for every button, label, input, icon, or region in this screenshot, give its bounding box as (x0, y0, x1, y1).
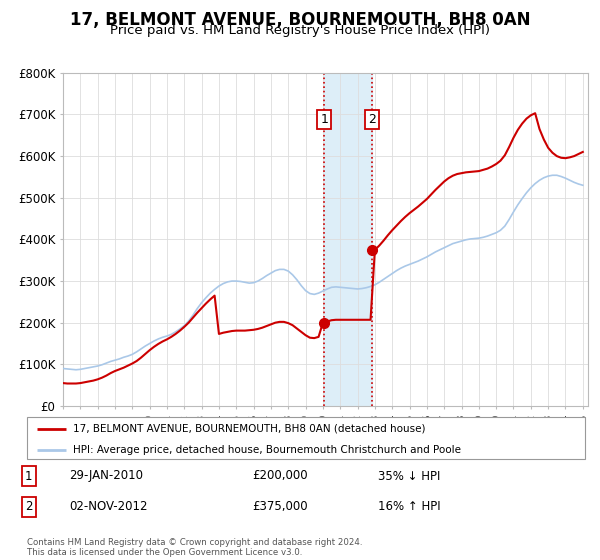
Text: £200,000: £200,000 (252, 469, 308, 483)
Bar (324, 73, 372, 406)
Text: 16% ↑ HPI: 16% ↑ HPI (378, 500, 440, 514)
Text: £375,000: £375,000 (252, 500, 308, 514)
Text: 17, BELMONT AVENUE, BOURNEMOUTH, BH8 0AN (detached house): 17, BELMONT AVENUE, BOURNEMOUTH, BH8 0AN… (73, 424, 425, 434)
Text: HPI: Average price, detached house, Bournemouth Christchurch and Poole: HPI: Average price, detached house, Bour… (73, 445, 461, 455)
Text: 1: 1 (25, 469, 32, 483)
Text: 1: 1 (320, 113, 328, 126)
FancyBboxPatch shape (27, 417, 585, 459)
Text: 35% ↓ HPI: 35% ↓ HPI (378, 469, 440, 483)
Text: Contains HM Land Registry data © Crown copyright and database right 2024.
This d: Contains HM Land Registry data © Crown c… (27, 538, 362, 557)
Text: 17, BELMONT AVENUE, BOURNEMOUTH, BH8 0AN: 17, BELMONT AVENUE, BOURNEMOUTH, BH8 0AN (70, 11, 530, 29)
Text: 02-NOV-2012: 02-NOV-2012 (69, 500, 148, 514)
Text: 29-JAN-2010: 29-JAN-2010 (69, 469, 143, 483)
Text: Price paid vs. HM Land Registry's House Price Index (HPI): Price paid vs. HM Land Registry's House … (110, 24, 490, 37)
Text: 2: 2 (368, 113, 376, 126)
Text: 2: 2 (25, 500, 32, 514)
